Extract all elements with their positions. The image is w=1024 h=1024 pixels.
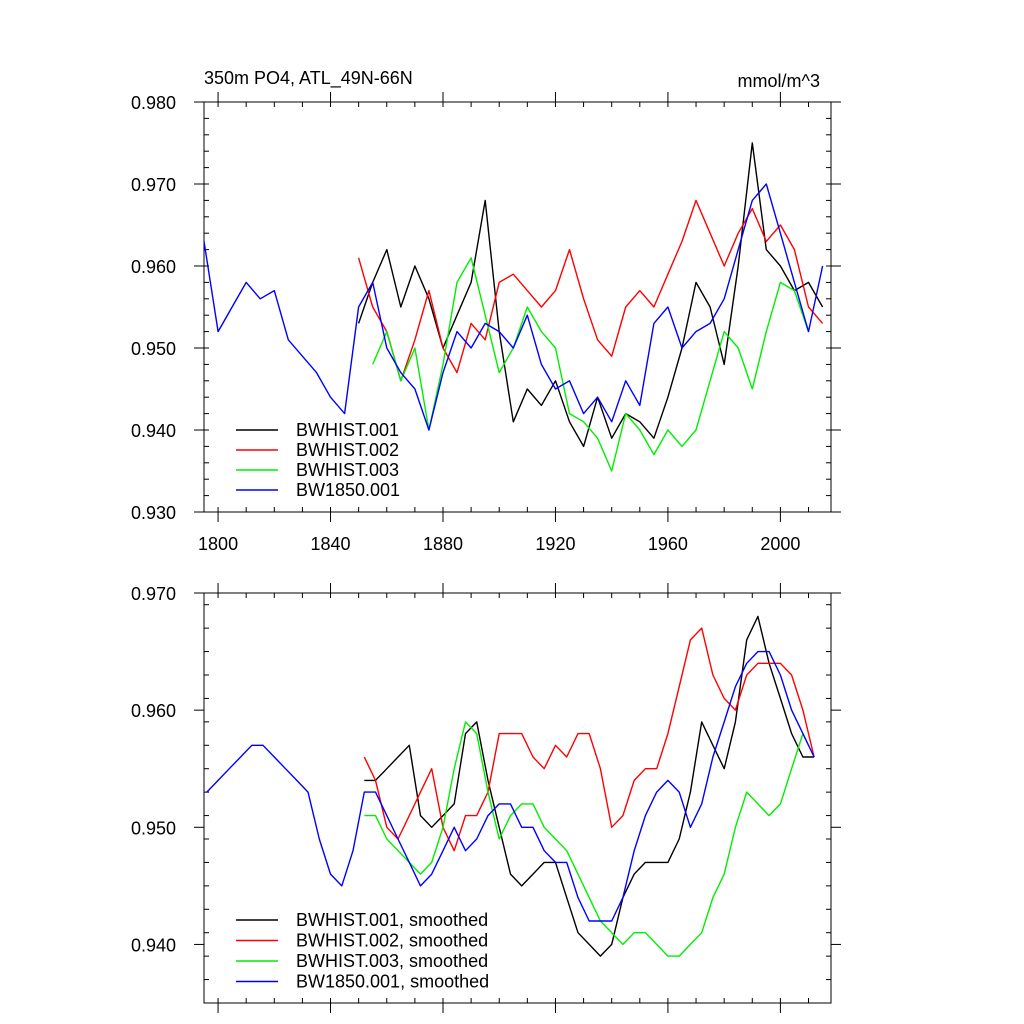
series-line-bwhist-002: BWHIST.002 [357, 199, 824, 382]
y-tick-label: 0.950 [131, 339, 176, 359]
legend-label: BWHIST.002 [296, 440, 399, 460]
top-panel-frame [203, 101, 832, 513]
y-tick-label: 0.940 [131, 421, 176, 441]
series-line-bw1850-001-smoothed: BW1850.001, smoothed [206, 650, 815, 922]
y-tick-label: 0.950 [131, 818, 176, 838]
x-tick-label: 1960 [648, 534, 688, 554]
x-tick-label: 2000 [760, 534, 800, 554]
series-line-bwhist-003-smoothed: BWHIST.003, smoothed [364, 721, 810, 957]
series-line-bwhist-001: BWHIST.001 [357, 142, 824, 448]
legend-label: BWHIST.003, smoothed [296, 951, 488, 971]
top-panel-axes: 1800 1840 1880 1920 1960 2000 0.930 0.940 0.950 0… [131, 92, 841, 554]
legend-label: BWHIST.002, smoothed [296, 931, 488, 951]
legend-label: BW1850.001 [296, 480, 400, 500]
x-tick-label: 1920 [535, 534, 575, 554]
x-tick-label: 1800 [198, 534, 238, 554]
legend-label: BWHIST.001, smoothed [296, 910, 488, 930]
legend-label: BWHIST.001 [296, 420, 399, 440]
y-tick-label: 0.930 [131, 503, 176, 523]
series-line-bw1850-001: BW1850.001 [203, 183, 824, 431]
legend-label: BW1850.001, smoothed [296, 972, 489, 992]
series-line-bwhist-001-smoothed: BWHIST.001, smoothed [364, 615, 815, 957]
bottom-panel-axes: 0.940 0.950 0.960 0.970 [131, 583, 841, 1013]
series-line-bwhist-002-smoothed: BWHIST.002, smoothed [363, 627, 815, 852]
bottom-panel-frame [203, 592, 832, 1004]
y-tick-label: 0.960 [131, 257, 176, 277]
y-tick-label: 0.970 [131, 175, 176, 195]
y-tick-label: 0.940 [131, 935, 176, 955]
y-tick-label: 0.960 [131, 701, 176, 721]
x-tick-label: 1840 [311, 534, 351, 554]
x-tick-label: 1880 [423, 534, 463, 554]
top-panel-units: mmol/m^3 [738, 71, 820, 91]
y-tick-label: 0.980 [131, 93, 176, 113]
legend-label: BWHIST.003 [296, 460, 399, 480]
top-panel-title: 350m PO4, ATL_49N-66N [204, 68, 413, 89]
series-line-bwhist-003: BWHIST.003 [372, 257, 810, 472]
y-tick-label: 0.970 [131, 584, 176, 604]
